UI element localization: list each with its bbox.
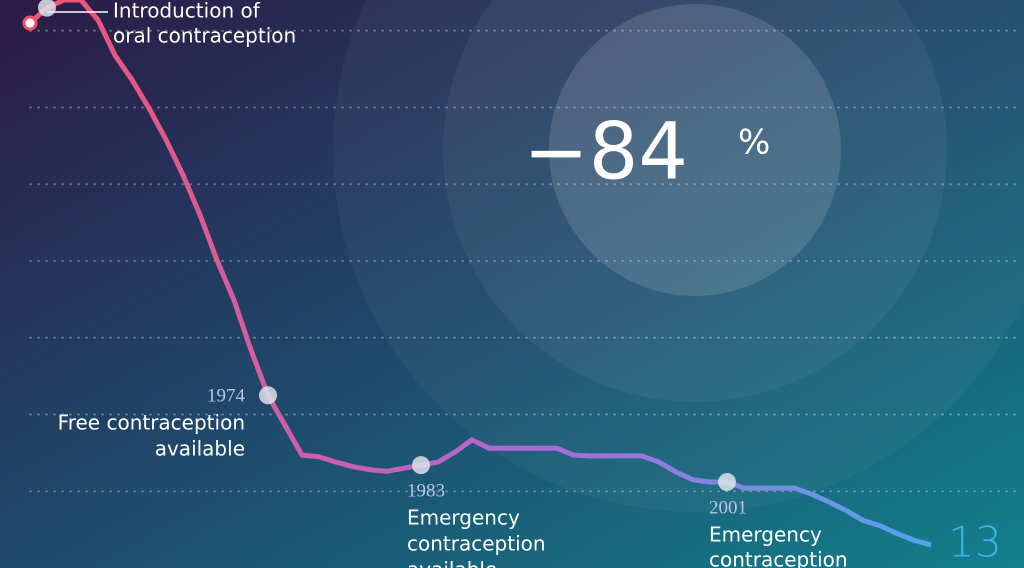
halo-middle <box>443 0 947 402</box>
halo-inner <box>549 4 841 296</box>
change-unit: % <box>738 123 770 163</box>
halo-outer <box>333 0 1024 512</box>
end-value-label: 13 <box>948 518 1001 567</box>
event-marker <box>718 473 736 492</box>
change-value: −84 <box>523 107 688 197</box>
start-marker <box>22 15 38 31</box>
event-label: Emergency <box>709 523 822 547</box>
event-year: 2001 <box>709 497 747 518</box>
event-label: Free contraception <box>58 411 245 435</box>
event-label: available <box>155 437 245 461</box>
event-label: Emergency <box>407 506 520 530</box>
event-marker <box>38 0 56 17</box>
event-marker <box>412 456 430 475</box>
event-label: contraception <box>709 548 848 568</box>
event-label: available <box>407 558 497 568</box>
event-label: oral contraception <box>113 24 296 48</box>
event-label: Introduction of <box>113 0 261 23</box>
data-line <box>28 0 932 548</box>
event-marker <box>259 386 277 405</box>
event-year: 1983 <box>407 480 445 501</box>
event-year: 1974 <box>207 385 246 406</box>
event-label: contraception <box>407 532 546 556</box>
